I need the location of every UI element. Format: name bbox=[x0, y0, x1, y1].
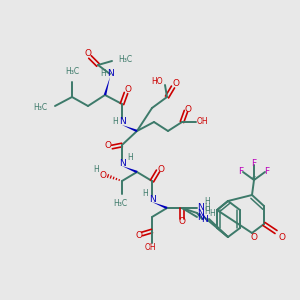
Text: O: O bbox=[278, 232, 286, 242]
Text: H: H bbox=[93, 166, 99, 175]
Text: HO: HO bbox=[152, 77, 163, 86]
Text: O: O bbox=[124, 85, 131, 94]
Text: O: O bbox=[85, 49, 92, 58]
Text: H: H bbox=[127, 152, 133, 161]
Text: O: O bbox=[178, 218, 185, 226]
Text: O: O bbox=[158, 164, 164, 173]
Text: OH: OH bbox=[196, 118, 208, 127]
Polygon shape bbox=[122, 125, 137, 132]
Polygon shape bbox=[152, 202, 167, 209]
Text: H: H bbox=[204, 206, 210, 215]
Text: H₃C: H₃C bbox=[118, 55, 132, 64]
Text: F: F bbox=[238, 167, 244, 176]
Text: N: N bbox=[196, 203, 203, 212]
Text: H₃C: H₃C bbox=[33, 103, 47, 112]
Text: H: H bbox=[204, 203, 210, 212]
Text: O: O bbox=[100, 170, 106, 179]
Text: N: N bbox=[118, 158, 125, 167]
Text: H₃C: H₃C bbox=[65, 67, 79, 76]
Text: O: O bbox=[136, 230, 142, 239]
Text: N: N bbox=[202, 214, 208, 224]
Text: H₃C: H₃C bbox=[113, 199, 127, 208]
Text: N: N bbox=[148, 194, 155, 203]
Text: F: F bbox=[251, 158, 256, 167]
Text: H: H bbox=[112, 118, 118, 127]
Text: H: H bbox=[100, 70, 106, 79]
Text: H: H bbox=[209, 208, 215, 217]
Text: O: O bbox=[104, 142, 112, 151]
Text: O: O bbox=[172, 79, 179, 88]
Text: N: N bbox=[106, 70, 113, 79]
Polygon shape bbox=[122, 166, 137, 173]
Text: OH: OH bbox=[144, 242, 156, 251]
Text: O: O bbox=[250, 232, 257, 242]
Polygon shape bbox=[104, 77, 110, 95]
Text: N: N bbox=[196, 212, 203, 221]
Text: C: C bbox=[252, 176, 256, 181]
Text: O: O bbox=[184, 104, 191, 113]
Text: H: H bbox=[204, 197, 210, 206]
Text: H: H bbox=[142, 188, 148, 197]
Text: N: N bbox=[118, 118, 125, 127]
Text: N: N bbox=[196, 209, 203, 218]
Text: F: F bbox=[264, 167, 270, 176]
